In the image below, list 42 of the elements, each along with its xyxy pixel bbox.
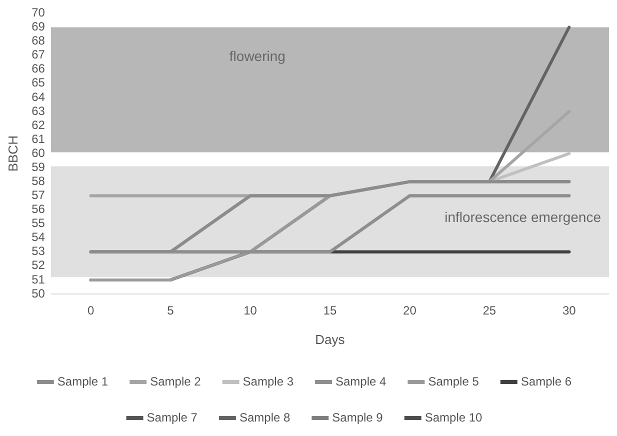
y-tick-label: 55 [32,216,46,230]
x-tick-label: 5 [167,304,174,318]
y-tick-label: 59 [32,160,46,174]
x-tick-label: 15 [323,304,337,318]
y-tick-label: 52 [32,258,46,272]
band-label: flowering [229,48,286,64]
y-tick-label: 70 [32,6,46,20]
y-tick-label: 53 [32,244,46,258]
y-axis-title: BBCH [5,136,20,172]
legend-label: Sample 10 [424,410,483,424]
legend-label: Sample 3 [242,374,294,388]
x-axis-title: Days [315,332,346,347]
legend-label: Sample 8 [239,410,290,424]
y-tick-label: 67 [32,48,46,62]
y-tick-label: 60 [32,146,46,160]
x-tick-label: 30 [562,304,576,318]
y-tick-label: 54 [32,230,46,244]
legend-label: Sample 4 [336,374,387,388]
y-tick-label: 69 [32,20,46,34]
x-tick-label: 10 [244,304,258,318]
legend-label: Sample 9 [332,410,384,424]
legend-label: Sample 1 [57,374,108,388]
y-tick-label: 65 [32,76,46,90]
y-tick-label: 58 [32,174,46,188]
x-tick-label: 25 [482,304,496,318]
y-tick-label: 68 [32,34,46,48]
y-tick-label: 64 [32,90,46,104]
legend-label: Sample 2 [150,374,202,388]
x-tick-label: 20 [403,304,417,318]
y-tick-label: 66 [32,62,46,76]
band-label: inflorescence emergence [444,209,602,226]
y-tick-label: 62 [32,118,46,132]
legend-label: Sample 7 [146,410,198,424]
y-tick-label: 50 [32,286,46,300]
legend-label: Sample 5 [428,374,480,388]
y-tick-label: 56 [32,202,46,216]
y-tick-label: 63 [32,104,46,118]
y-tick-label: 61 [32,132,46,146]
x-tick-label: 0 [87,304,94,318]
y-tick-label: 51 [32,272,46,286]
legend-label: Sample 6 [520,374,572,388]
y-tick-label: 57 [32,188,46,202]
